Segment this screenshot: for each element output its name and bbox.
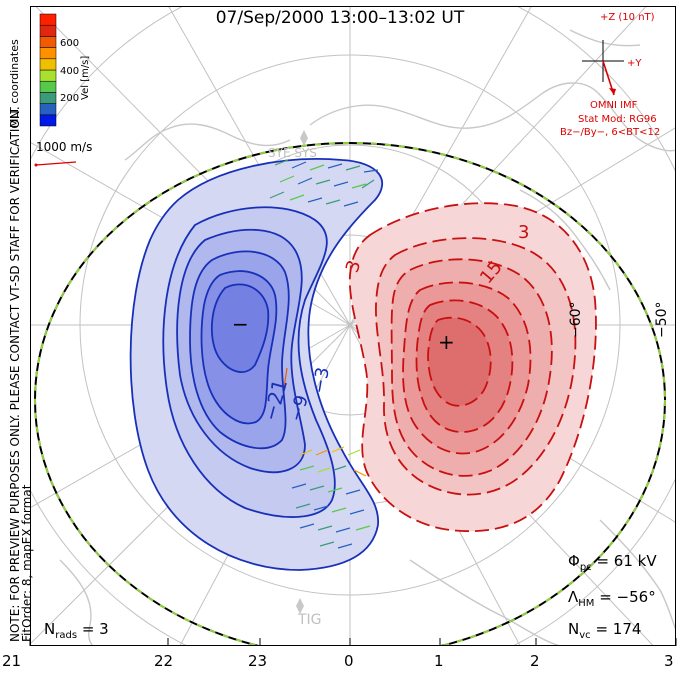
stat-model-label: Stat Mod: RG96: [578, 114, 657, 125]
radar-marker-tig: [296, 598, 304, 614]
positive-cell-marker: +: [438, 330, 455, 354]
velocity-vectors-lower: [283, 367, 371, 549]
imf-z-label: +Z (10 nT): [600, 12, 655, 23]
negative-cell-marker: −: [232, 312, 249, 336]
vector-count: Nvc = 174: [568, 620, 642, 641]
mlt-label-23: 23: [248, 652, 268, 670]
mlt-label-0: 0: [344, 652, 354, 670]
mlt-label-2: 2: [530, 652, 540, 670]
colorbar-cell: [39, 92, 57, 104]
imf-source-label: OMNI IMF: [590, 100, 638, 111]
velocity-colorbar: [39, 13, 57, 127]
colorbar-title: Vel [m/s]: [80, 55, 91, 100]
velocity-vectors-upper: [269, 159, 379, 207]
latitude-label-50: −50°: [654, 301, 670, 338]
plot-frame: [30, 6, 676, 646]
radar-label-tig: TIG: [298, 612, 322, 628]
hm-boundary-latitude: ΛHM = −56°: [568, 588, 656, 609]
fit-order-note: FitOrder: 8, mapEX format: [20, 484, 34, 642]
radar-count: Nrads = 3: [44, 620, 109, 641]
colorbar-cell: [39, 80, 57, 93]
velocity-scale-label: 1000 m/s: [36, 140, 93, 154]
radar-label-sye-sys: SYE SYS: [268, 146, 317, 160]
colorbar-cell: [39, 13, 57, 26]
colorbar-tick-600: 600: [60, 38, 80, 49]
map-title: 07/Sep/2000 13:00–13:02 UT: [215, 8, 465, 28]
colorbar-cell: [39, 47, 57, 60]
mlt-label-22: 22: [154, 652, 174, 670]
contour-label-pos-3-top: 3: [518, 222, 530, 243]
negative-potential-cell: [129, 158, 384, 571]
colorbar-cell: [39, 103, 57, 116]
mlt-label-21: 21: [2, 652, 22, 670]
colorbar-cell: [39, 36, 57, 48]
imf-y-label: +Y: [627, 58, 642, 69]
positive-potential-cell: [348, 202, 597, 533]
imf-dial: [582, 40, 624, 96]
colorbar-cell: [39, 58, 57, 71]
velocity-scale-line: [35, 161, 77, 166]
mlt-label-1: 1: [434, 652, 444, 670]
imf-condition-label: Bz−/By−, 6<BT<12: [560, 127, 661, 138]
colorbar-tick-400: 400: [60, 66, 80, 77]
mlt-ticks: [29, 638, 677, 646]
coords-label: MLT coordinates: [8, 39, 21, 128]
latitude-label-60: −60°: [568, 301, 584, 338]
colorbar-cell: [39, 69, 57, 82]
cross-polar-potential: Φpc = 61 kV: [568, 552, 657, 573]
colorbar-tick-200: 200: [60, 93, 80, 104]
colorbar-cell: [39, 114, 57, 127]
radar-marker-sye-sys: [300, 130, 308, 146]
mlt-label-3: 3: [664, 652, 674, 670]
